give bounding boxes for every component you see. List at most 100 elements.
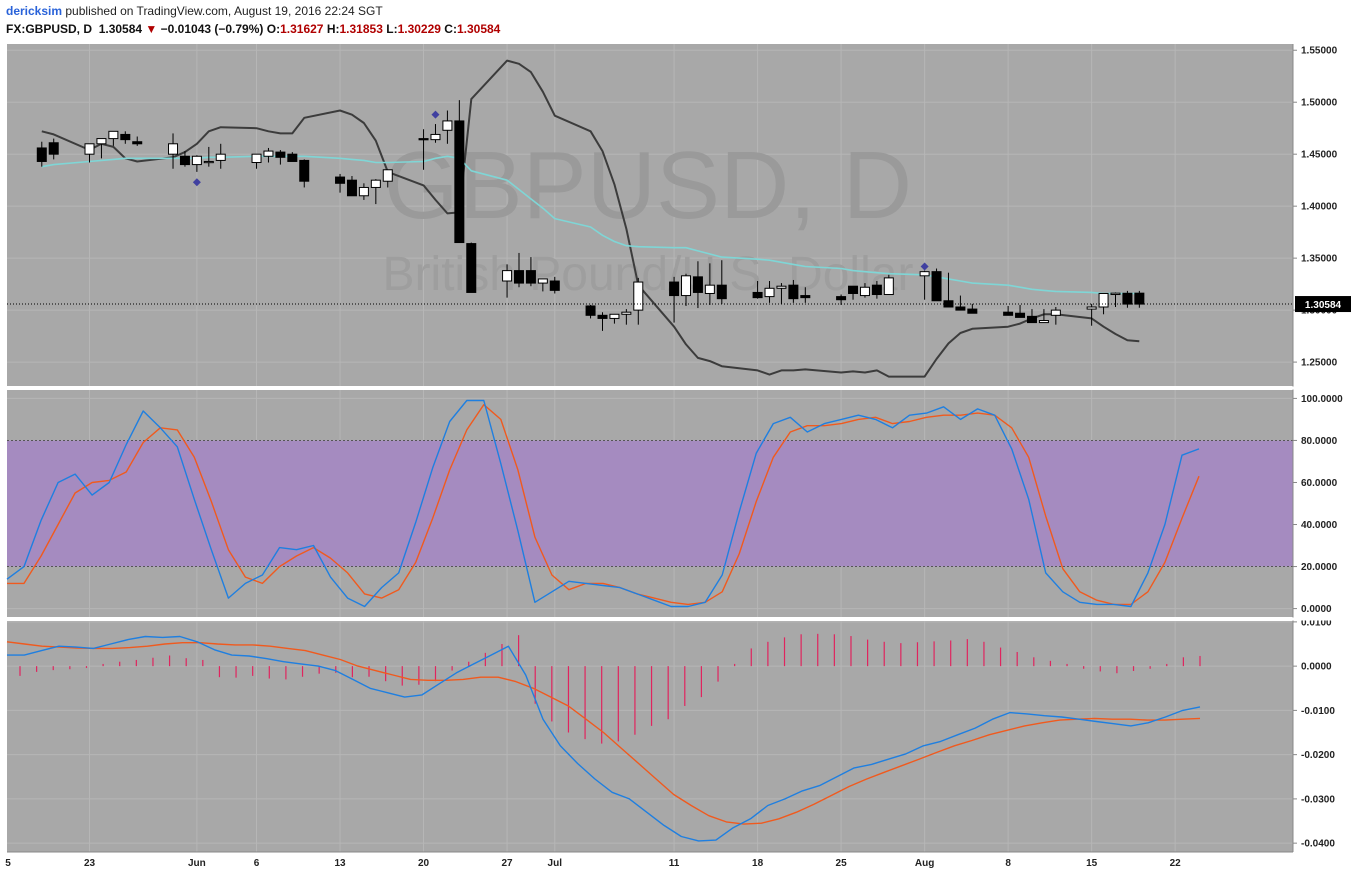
y-tick-label: 0.0100 [1301,617,1332,628]
candle [1110,292,1121,296]
candle [716,284,727,300]
candle [681,275,692,297]
low-label: L: [386,22,398,36]
x-tick-label: 8 [1005,858,1011,869]
time-axis-bg [0,852,1358,877]
candle [943,300,954,308]
price-change: −0.01043 (−0.79%) [160,22,264,36]
candle [883,277,894,296]
y-tick-label: 1.50000 [1301,98,1338,109]
x-tick-label: 6 [254,858,260,869]
y-tick-label: 20.0000 [1301,562,1338,573]
candle [1015,312,1026,318]
x-tick-label: Jun [188,858,206,869]
candle [800,295,811,299]
candle [1038,320,1049,324]
last-price: 1.30584 [98,22,143,36]
candle [513,270,524,284]
publish-line: dericksim published on TradingView.com, … [6,4,383,19]
candle [871,284,882,296]
candle [525,270,536,284]
stochastic-fast-line [6,399,1200,608]
candle [299,159,310,182]
candle [96,138,107,145]
down-arrow-icon: ▼ [145,22,158,36]
high-value: 1.31853 [339,22,383,36]
y-tick-label: -0.0200 [1301,750,1335,761]
candle [191,155,202,166]
candle [704,284,715,294]
y-tick-label: -0.0100 [1301,706,1335,717]
candle [621,311,632,315]
macd-signal-line [6,641,1201,825]
candle [931,271,942,302]
watermark-name: British Pound/U.S. Dollar [383,248,914,301]
candle [382,169,393,182]
symbol-label[interactable]: FX:GBPUSD, D [6,22,93,36]
candle [549,280,560,291]
candle [1026,315,1037,324]
x-tick-label: 18 [752,858,764,869]
candle [967,308,978,314]
x-tick-label: 23 [84,858,96,869]
candle [358,186,369,197]
candle [275,151,286,158]
y-tick-label: 40.0000 [1301,520,1338,531]
y-tick-label: 0.0000 [1301,662,1332,673]
x-tick-label: 20 [418,858,430,869]
x-tick-label: 27 [501,858,513,869]
chart-header: dericksim published on TradingView.com, … [0,0,1358,42]
candle [179,155,190,166]
bollinger-line [41,59,1140,378]
last-price-label: 1.30584 [1305,300,1342,311]
candle [132,141,143,145]
candle [108,130,119,140]
candle [859,286,870,297]
candle [633,281,644,311]
x-tick-label: 25 [836,858,848,869]
candle [346,179,357,197]
candle [442,120,453,131]
y-tick-label: 0.0000 [1301,604,1332,615]
author-link[interactable]: dericksim [6,4,63,18]
candle [370,179,381,188]
candle [597,314,608,319]
candle [335,176,346,184]
y-tick-label: 1.45000 [1301,150,1338,161]
last-price-tag [1295,296,1351,313]
y-tick-label: -0.0300 [1301,794,1335,805]
macd-line [7,635,1201,842]
candle [537,278,548,284]
candle [1003,311,1014,316]
y-tick-label: 1.25000 [1301,358,1338,369]
watermark-symbol: GBPUSD, D [384,132,912,239]
close-value: 1.30584 [456,22,501,36]
x-tick-label: 11 [669,858,680,869]
candle [788,284,799,300]
candle [466,243,477,293]
candle [752,291,763,299]
x-tick-label: 22 [1170,858,1182,869]
y-tick-label: 1.55000 [1301,46,1338,57]
candle [1134,292,1145,305]
signal-marker [192,178,201,187]
open-label: O: [266,22,281,36]
candle [215,153,226,161]
candle [168,143,179,155]
candle [251,153,262,164]
y-tick-label: 1.35000 [1301,254,1338,265]
x-tick-label: Jul [548,858,563,869]
x-tick-label: 13 [334,858,346,869]
x-tick-label: 5 [5,858,11,869]
candle [120,133,131,141]
y-tick-label: -0.0400 [1301,839,1335,850]
candle [1050,309,1061,316]
signal-marker [431,110,440,119]
candle [776,285,787,289]
candle [1086,306,1097,310]
ohlc-line: FX:GBPUSD, D 1.30584 ▼ −0.01043 (−0.79%)… [6,22,500,37]
x-tick-label: Aug [915,858,934,869]
price-axis-bg [1293,44,1358,852]
candle [919,271,930,277]
